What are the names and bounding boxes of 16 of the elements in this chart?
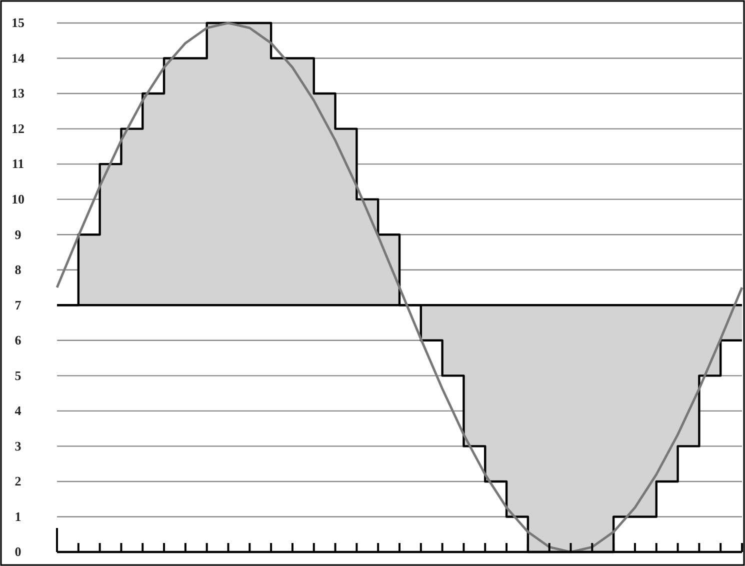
y-tick-label: 5 [14,368,22,383]
y-tick-label: 11 [12,156,24,172]
y-tick-label: 1 [14,508,22,524]
y-tick-label: 15 [12,15,25,30]
y-tick-label: 12 [12,120,24,136]
y-tick-label: 10 [12,191,24,206]
y-tick-label: 4 [14,403,22,418]
y-tick-label: 13 [12,86,25,101]
y-tick-label: 6 [14,332,22,348]
y-tick-label: 7 [14,297,22,312]
y-tick-label: 14 [12,50,25,66]
y-tick-label: 9 [14,226,22,242]
y-tick-label: 3 [14,438,22,454]
y-tick-label: 8 [14,262,22,278]
y-tick-label: 2 [14,474,22,489]
y-tick-label: 0 [14,544,22,560]
